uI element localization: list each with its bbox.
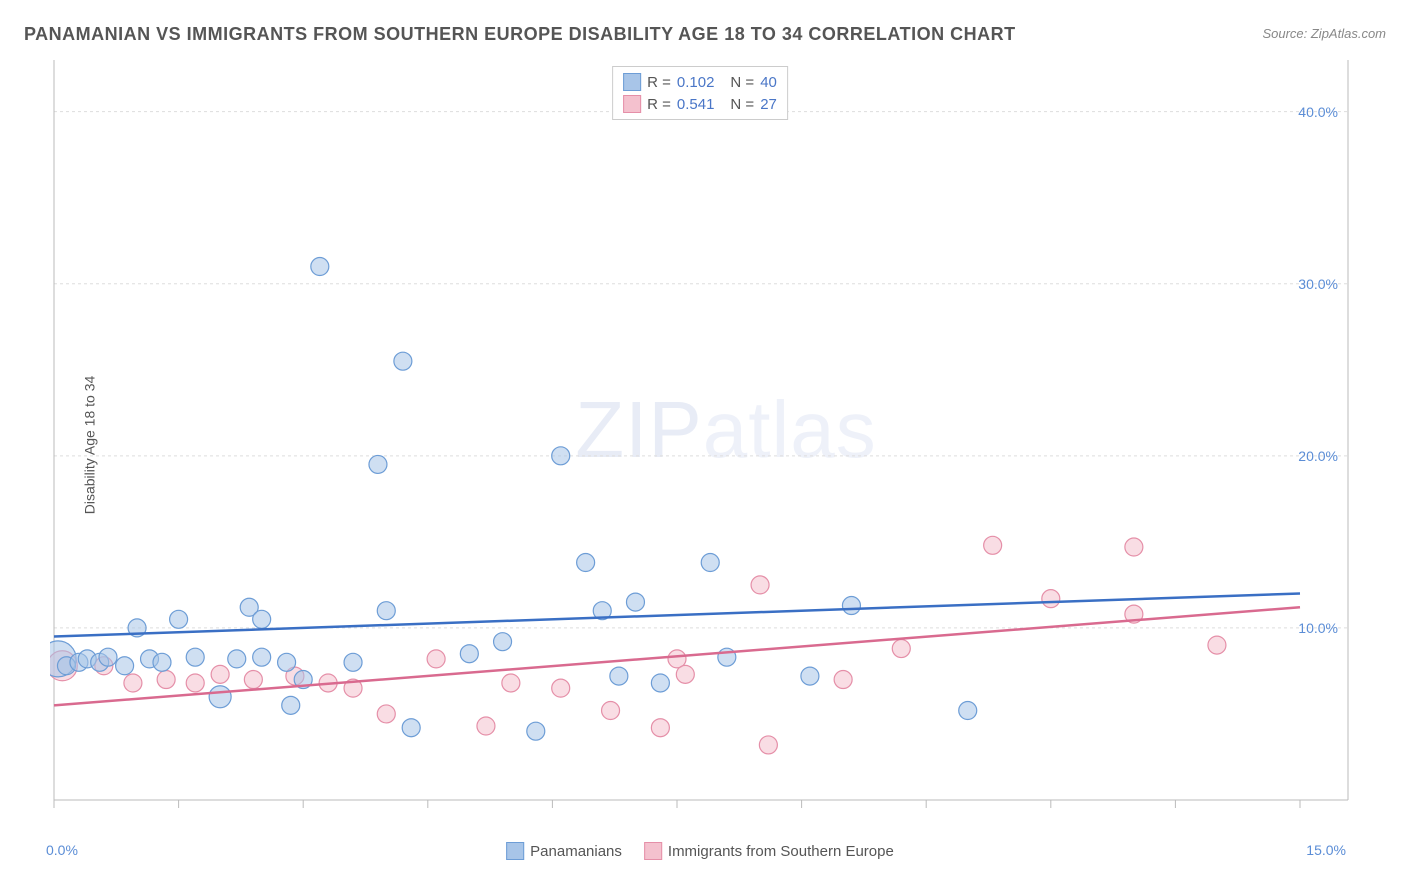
source-attribution: Source: ZipAtlas.com — [1262, 26, 1386, 41]
r-value: 0.102 — [677, 74, 715, 91]
y-tick-label: 30.0% — [1298, 276, 1338, 292]
legend-series-label: Immigrants from Southern Europe — [668, 843, 894, 860]
legend-series-item: Panamanians — [506, 842, 622, 860]
series-legend: Panamanians Immigrants from Southern Euro… — [506, 842, 894, 860]
legend-stats-row: R = 0.541 N = 27 — [623, 93, 777, 115]
x-max-label: 15.0% — [1306, 842, 1346, 858]
x-min-label: 0.0% — [46, 842, 78, 858]
y-tick-label: 20.0% — [1298, 448, 1338, 464]
n-value: 27 — [760, 96, 777, 113]
chart-area: Disability Age 18 to 34 ZIPatlas R = 0.1… — [50, 60, 1350, 830]
legend-stats-row: R = 0.102 N = 40 — [623, 71, 777, 93]
scatter-plot — [50, 60, 1350, 830]
n-label: N = — [730, 96, 754, 113]
r-label: R = — [647, 96, 671, 113]
swatch-icon — [623, 73, 641, 91]
chart-title: PANAMANIAN VS IMMIGRANTS FROM SOUTHERN E… — [24, 24, 1016, 45]
stats-legend: R = 0.102 N = 40 R = 0.541 N = 27 — [612, 66, 788, 120]
n-value: 40 — [760, 74, 777, 91]
swatch-icon — [623, 95, 641, 113]
swatch-icon — [506, 842, 524, 860]
legend-series-label: Panamanians — [530, 843, 622, 860]
swatch-icon — [644, 842, 662, 860]
r-label: R = — [647, 74, 671, 91]
y-tick-label: 40.0% — [1298, 104, 1338, 120]
y-tick-label: 10.0% — [1298, 620, 1338, 636]
legend-series-item: Immigrants from Southern Europe — [644, 842, 894, 860]
r-value: 0.541 — [677, 96, 715, 113]
n-label: N = — [730, 74, 754, 91]
